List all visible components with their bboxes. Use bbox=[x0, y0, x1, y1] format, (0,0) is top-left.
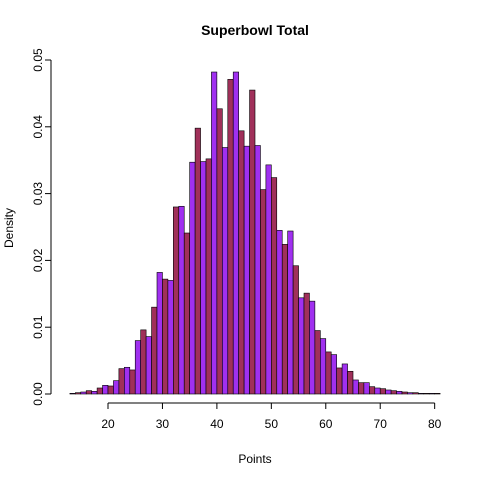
histogram-bar bbox=[249, 89, 256, 395]
chart-title: Superbowl Total bbox=[201, 22, 309, 38]
histogram-bar bbox=[265, 164, 272, 395]
histogram-bar bbox=[369, 386, 376, 395]
histogram-bar bbox=[129, 369, 136, 395]
histogram-bar bbox=[374, 387, 381, 395]
histogram-bar bbox=[183, 232, 190, 395]
x-axis-label: Points bbox=[238, 452, 271, 466]
histogram-bar bbox=[314, 330, 321, 395]
histogram-bar bbox=[102, 385, 109, 395]
histogram-bar bbox=[167, 280, 174, 395]
histogram-bar bbox=[222, 147, 229, 395]
histogram-bar bbox=[173, 206, 180, 395]
histogram-bar bbox=[287, 230, 294, 395]
histogram-bar bbox=[401, 391, 408, 395]
histogram-bar bbox=[151, 306, 158, 395]
histogram-bar bbox=[156, 272, 163, 395]
histogram-bar bbox=[396, 391, 403, 395]
histogram-bar bbox=[232, 71, 239, 395]
histogram-bar bbox=[227, 79, 234, 395]
histogram-bar bbox=[140, 329, 147, 395]
histogram-bar bbox=[194, 127, 201, 395]
histogram-bar bbox=[412, 392, 419, 395]
histogram-bar bbox=[96, 387, 103, 395]
histogram-bar bbox=[434, 393, 441, 395]
histogram-bar bbox=[390, 390, 397, 395]
histogram-bar bbox=[341, 363, 348, 395]
y-tick-label: 0.02 bbox=[31, 248, 45, 272]
y-tick-label: 0.00 bbox=[31, 382, 45, 406]
y-axis-label: Density bbox=[2, 208, 16, 248]
histogram-bar bbox=[178, 205, 185, 395]
histogram-bar bbox=[303, 292, 310, 395]
x-tick-label: 50 bbox=[265, 417, 279, 431]
x-axis: 20 30 40 50 60 70 80 bbox=[101, 402, 442, 431]
histogram-bar bbox=[292, 265, 299, 395]
histogram-bar bbox=[216, 108, 223, 395]
histogram-bar bbox=[330, 354, 337, 395]
histogram-bar bbox=[243, 145, 250, 395]
y-tick-label: 0.05 bbox=[31, 48, 45, 72]
y-tick-label: 0.03 bbox=[31, 182, 45, 206]
histogram-bar bbox=[363, 382, 370, 395]
x-tick-label: 70 bbox=[374, 417, 388, 431]
x-tick-label: 20 bbox=[101, 417, 115, 431]
histogram-bar bbox=[418, 393, 425, 395]
histogram-bar bbox=[80, 391, 87, 395]
histogram-bar bbox=[254, 145, 261, 395]
histogram-bar bbox=[352, 379, 359, 395]
histogram-bar bbox=[211, 71, 218, 395]
histogram-bar bbox=[320, 338, 327, 395]
y-axis: 0.00 0.01 0.02 0.03 0.04 0.05 bbox=[31, 48, 52, 406]
x-tick-label: 60 bbox=[319, 417, 333, 431]
histogram-bar bbox=[358, 382, 365, 395]
histogram-bar bbox=[347, 370, 354, 395]
histogram-bar bbox=[309, 300, 316, 395]
histogram-bar bbox=[271, 177, 278, 395]
histogram-bar bbox=[107, 385, 114, 395]
histogram-bar bbox=[298, 297, 305, 395]
histogram-bar bbox=[205, 158, 212, 395]
y-tick-label: 0.04 bbox=[31, 115, 45, 139]
x-tick-label: 30 bbox=[156, 417, 170, 431]
histogram-bar bbox=[69, 393, 76, 395]
histogram-bar bbox=[189, 161, 196, 395]
histogram-bar bbox=[423, 393, 430, 395]
histogram-bar bbox=[260, 189, 267, 395]
histogram-bar bbox=[379, 388, 386, 395]
histogram-bar bbox=[281, 244, 288, 395]
histogram-bar bbox=[75, 392, 82, 395]
histogram-bar bbox=[145, 336, 152, 395]
x-tick-label: 40 bbox=[210, 417, 224, 431]
y-tick-label: 0.01 bbox=[31, 315, 45, 339]
histogram-bar bbox=[428, 393, 435, 395]
histogram-bar bbox=[162, 278, 169, 395]
x-tick-label: 80 bbox=[428, 417, 442, 431]
histogram-bar bbox=[276, 230, 283, 395]
histogram-bar bbox=[134, 340, 141, 395]
histogram-bar bbox=[91, 391, 98, 395]
histogram-bar bbox=[124, 366, 131, 395]
histogram-bar bbox=[238, 130, 245, 395]
histogram-bar bbox=[336, 367, 343, 395]
histogram-bar bbox=[85, 390, 92, 395]
histogram-bar bbox=[325, 351, 332, 395]
histogram-bar bbox=[113, 380, 120, 395]
histogram-bar bbox=[118, 368, 125, 395]
histogram-bar bbox=[407, 392, 414, 395]
bars-group bbox=[69, 71, 441, 395]
histogram-bar bbox=[200, 161, 207, 395]
histogram-bar bbox=[385, 389, 392, 395]
